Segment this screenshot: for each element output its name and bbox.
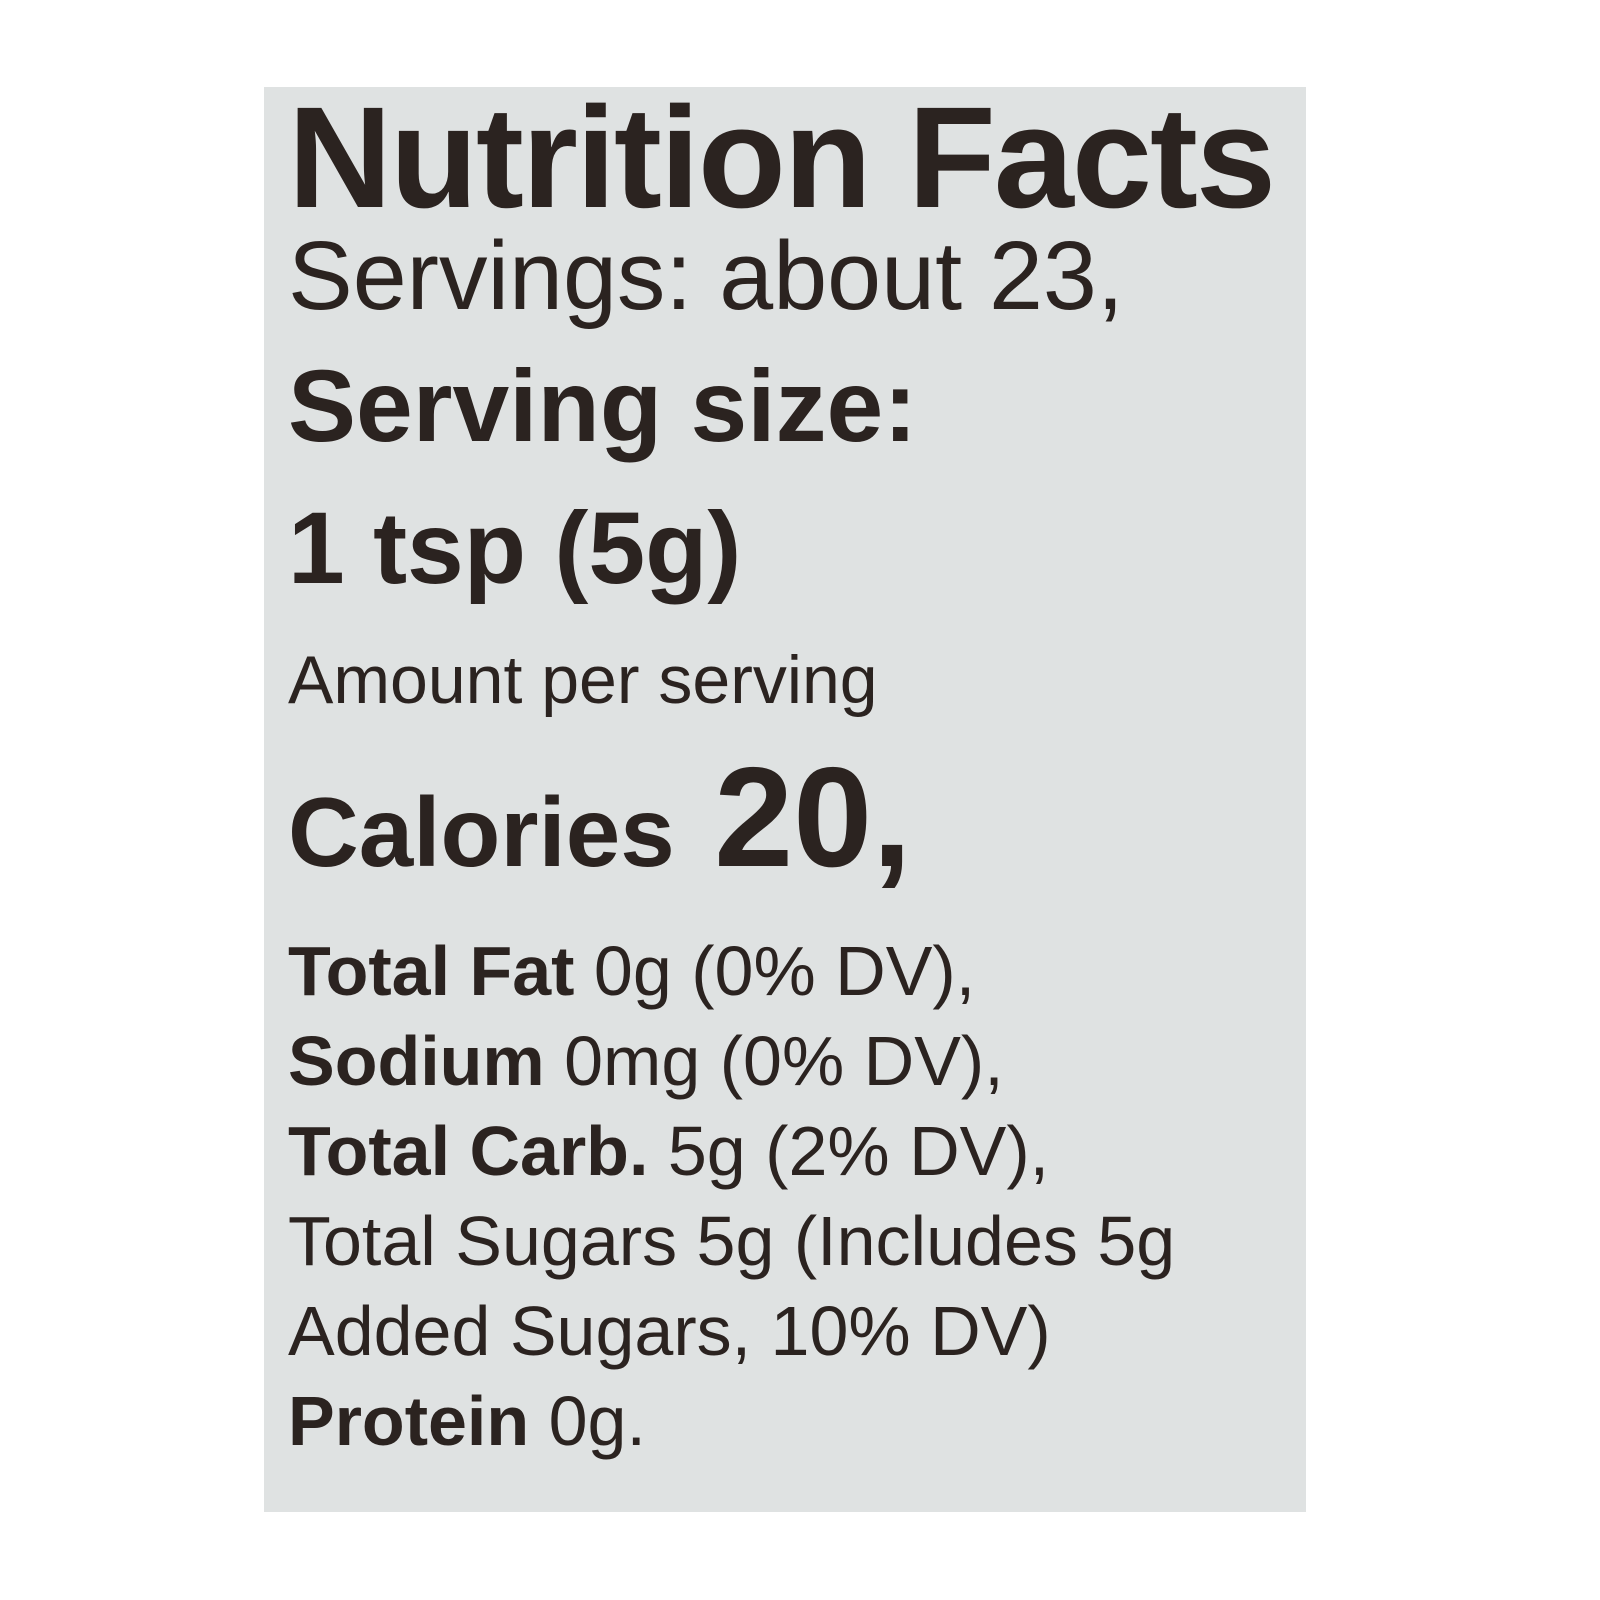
nutrient-value: 5g (2% DV), <box>648 1112 1050 1190</box>
servings-text: Servings: about 23, <box>288 221 1124 330</box>
nutrient-value: Added Sugars, 10% DV) <box>288 1292 1051 1370</box>
calories-label: Calories <box>288 777 675 887</box>
nutrient-value: 0mg (0% DV), <box>544 1022 1004 1100</box>
nutrient-row-total-carb: Total Carb. 5g (2% DV), <box>288 1116 1049 1186</box>
serving-size-value: 1 tsp (5g) <box>288 491 742 605</box>
nutrient-name: Total Fat <box>288 932 575 1010</box>
nutrient-row-added-sugars: Added Sugars, 10% DV) <box>288 1296 1051 1366</box>
nutrient-value: 0g. <box>529 1382 646 1460</box>
serving-size-label: Serving size: <box>288 349 918 463</box>
nutrient-row-total-fat: Total Fat 0g (0% DV), <box>288 936 975 1006</box>
nutrient-row-protein: Protein 0g. <box>288 1386 646 1456</box>
nutrient-name: Protein <box>288 1382 530 1460</box>
nutrition-label-panel <box>264 87 1306 1512</box>
nutrient-value: 0g (0% DV), <box>574 932 976 1010</box>
nutrient-name: Sodium <box>288 1022 545 1100</box>
nutrient-row-sodium: Sodium 0mg (0% DV), <box>288 1026 1004 1096</box>
calories-value: 20, <box>714 738 912 897</box>
nutrient-value: Total Sugars 5g (Includes 5g <box>288 1202 1176 1280</box>
nutrient-name: Total Carb. <box>288 1112 649 1190</box>
calories-row: Calories 20, <box>288 747 912 889</box>
amount-per-serving: Amount per serving <box>288 642 878 718</box>
label-title: Nutrition Facts <box>288 77 1276 238</box>
nutrient-row-total-sugars: Total Sugars 5g (Includes 5g <box>288 1206 1175 1276</box>
